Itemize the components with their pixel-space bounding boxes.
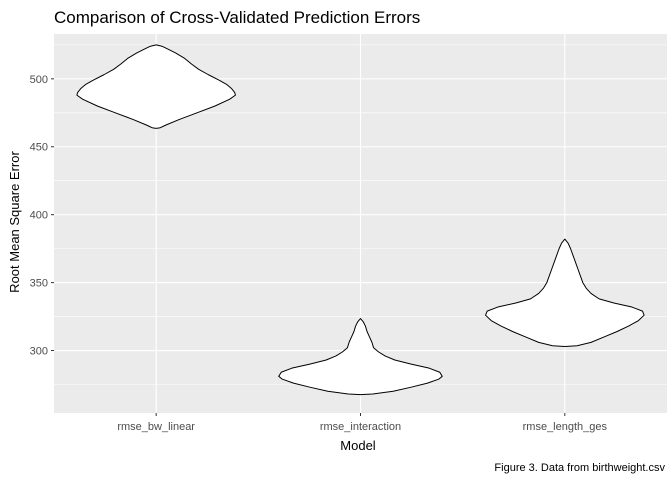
x-tick-label: rmse_bw_linear xyxy=(117,421,195,433)
y-tick-label: 500 xyxy=(30,74,48,86)
y-tick-label: 400 xyxy=(30,210,48,222)
y-tick-label: 300 xyxy=(30,346,48,358)
y-tick-label: 450 xyxy=(30,142,48,154)
violin-rmse_length_ges xyxy=(485,238,645,347)
violins xyxy=(76,44,645,396)
x-axis-label: Model xyxy=(340,438,376,453)
x-tick-label: rmse_interaction xyxy=(320,421,401,433)
chart-title: Comparison of Cross-Validated Prediction… xyxy=(54,8,420,27)
violin-rmse_interaction xyxy=(278,318,443,396)
x-tick-label: rmse_length_ges xyxy=(523,421,608,433)
y-tick-label: 350 xyxy=(30,278,48,290)
violin-rmse_bw_linear xyxy=(76,44,236,129)
axis-ticks: 300 350 400 450 500 rmse_bw_linear rmse_intera… xyxy=(30,74,608,433)
chart-caption: Figure 3. Data from birthweight.csv xyxy=(494,462,665,474)
y-axis-label: Root Mean Square Error xyxy=(7,151,22,293)
